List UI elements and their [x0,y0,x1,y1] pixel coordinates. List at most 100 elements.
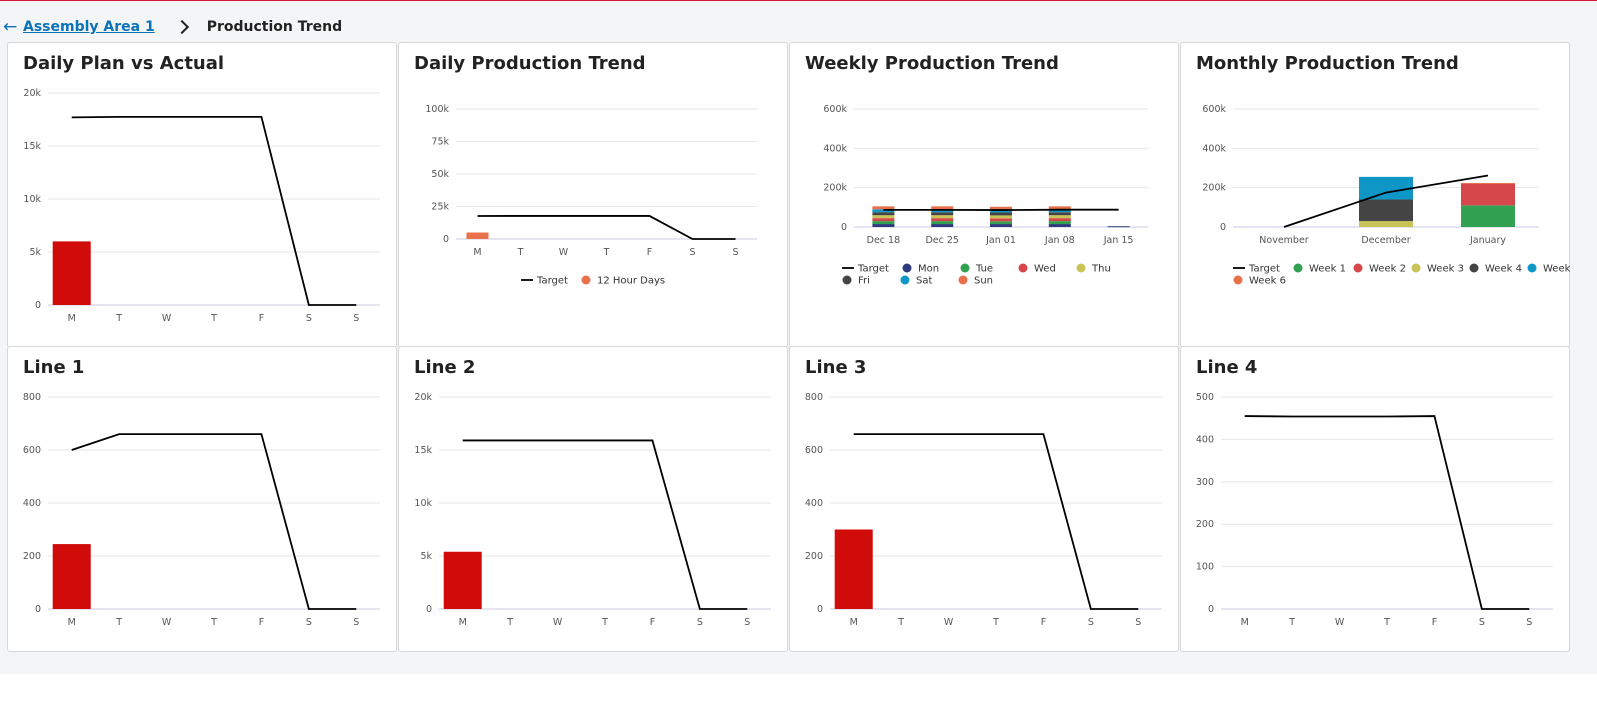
bar-segment[interactable] [990,215,1012,219]
y-tick-label: 0 [35,604,41,615]
x-tick-label: M [1241,617,1249,628]
bar[interactable] [834,529,873,610]
x-tick-label: F [1041,617,1046,628]
legend-dot-marker [960,263,970,273]
bar-segment[interactable] [1048,224,1071,227]
legend-item[interactable]: Week 4 [1469,263,1522,275]
bar-segment[interactable] [1048,212,1071,216]
target-line[interactable] [71,433,357,610]
bar-segment[interactable] [990,221,1012,225]
legend-item[interactable]: Sun [958,275,994,287]
legend-item[interactable]: Week 2 [1353,263,1406,275]
bar-segment[interactable] [990,212,1012,216]
x-tick-label: T [506,617,513,628]
bar-segment[interactable] [1359,176,1413,200]
legend-item[interactable]: 12 Hour Days [581,275,666,287]
y-tick-label: 200 [1196,519,1214,530]
y-tick-label: 400 [1196,434,1214,445]
bar-segment[interactable] [872,206,895,210]
chart-svg: 0 25k 50k 75k 100k M T W T F S S Target 12 Hour Days [425,104,757,287]
bar[interactable] [52,544,91,609]
chart-card: Line 1 0 200 400 600 800 M T W T F S S [7,346,397,652]
bar-segment[interactable] [872,221,895,225]
y-tick-label: 200k [1202,183,1226,194]
x-tick-label: W [553,617,563,628]
bar-segment[interactable] [931,224,954,227]
bar-segment[interactable] [1048,206,1071,210]
legend-item[interactable]: Fri [842,275,870,287]
bar-segment[interactable] [990,206,1012,210]
y-tick-label: 5k [420,551,432,562]
legend-item[interactable]: Week 3 [1411,263,1464,275]
bar-segment[interactable] [1359,199,1413,222]
target-line[interactable] [71,115,357,306]
bar[interactable] [443,551,482,609]
bar-segment[interactable] [931,212,954,216]
y-tick-label: 600 [805,445,823,456]
breadcrumb-parent-link[interactable]: Assembly Area 1 [23,19,155,35]
bar-segment[interactable] [990,218,1012,222]
y-tick-label: 200 [23,551,41,562]
bar[interactable] [52,241,91,305]
bar-segment[interactable] [1359,221,1413,227]
bar-segment[interactable] [931,221,954,225]
y-tick-label: 10k [23,194,41,205]
target-line[interactable] [1283,174,1489,228]
bar-segment[interactable] [1048,215,1071,219]
bar-segment[interactable] [872,215,895,219]
x-tick-label: S [732,247,738,258]
top-accent-line [0,0,1597,1]
chart-svg: 0 200k 400k 600k November December January Targ… [1202,104,1572,287]
y-tick-label: 200 [805,551,823,562]
y-tick-label: 400k [1202,143,1226,154]
bar-segment[interactable] [1461,182,1515,184]
target-line[interactable] [477,215,736,240]
bar-segment[interactable] [1107,226,1130,228]
legend-dot-marker [1293,263,1303,273]
y-tick-label: 800 [805,392,823,403]
y-tick-label: 300 [1196,477,1214,488]
chart-svg: 0 5k 10k 15k 20k M T W T F S S [414,392,771,628]
x-tick-label: Jan 08 [1044,235,1075,246]
legend-dot-marker [581,275,591,285]
bar-segment[interactable] [1048,209,1071,213]
bar-segment[interactable] [990,224,1012,227]
bar-segment[interactable] [872,218,895,222]
legend-item[interactable]: Wed [1018,263,1056,275]
legend-item[interactable]: Mon [902,263,940,275]
legend-label: Target [536,276,568,287]
bar-segment[interactable] [931,218,954,222]
bar-segment[interactable] [872,224,895,227]
y-tick-label: 20k [23,88,41,99]
legend-item[interactable]: Target [1233,264,1280,275]
bar[interactable] [466,232,489,240]
x-tick-label: M [473,247,481,258]
legend-item[interactable]: Sat [900,275,933,287]
card-title: Line 4 [1196,357,1258,378]
legend-item[interactable]: Tue [960,263,994,275]
bar-segment[interactable] [1461,205,1515,227]
x-tick-label: T [115,617,122,628]
bar-segment[interactable] [872,212,895,216]
legend-item[interactable]: Week 6 [1233,275,1286,287]
bar-segment[interactable] [931,215,954,219]
bar-segment[interactable] [1048,218,1071,222]
target-line[interactable] [1244,415,1530,610]
target-line[interactable] [853,433,1139,610]
x-tick-label: November [1259,235,1309,246]
chart-svg: 0 200 400 600 800 M T W T F S S [805,392,1162,628]
legend-item[interactable]: Week 1 [1293,263,1346,275]
legend-item[interactable]: Target [842,264,889,275]
legend-label: Wed [1034,264,1056,275]
legend-item[interactable]: Week 5 [1527,263,1572,275]
y-tick-label: 10k [414,498,432,509]
legend-item[interactable]: Thu [1076,263,1111,275]
target-line[interactable] [462,439,748,610]
bar-segment[interactable] [990,209,1012,213]
y-tick-label: 15k [23,141,41,152]
bar-segment[interactable] [1048,221,1071,225]
bar-segment[interactable] [1461,183,1515,206]
legend-item[interactable]: Target [521,276,568,287]
arrow-left-icon[interactable]: ← [3,17,18,37]
bar-segment[interactable] [931,206,954,210]
